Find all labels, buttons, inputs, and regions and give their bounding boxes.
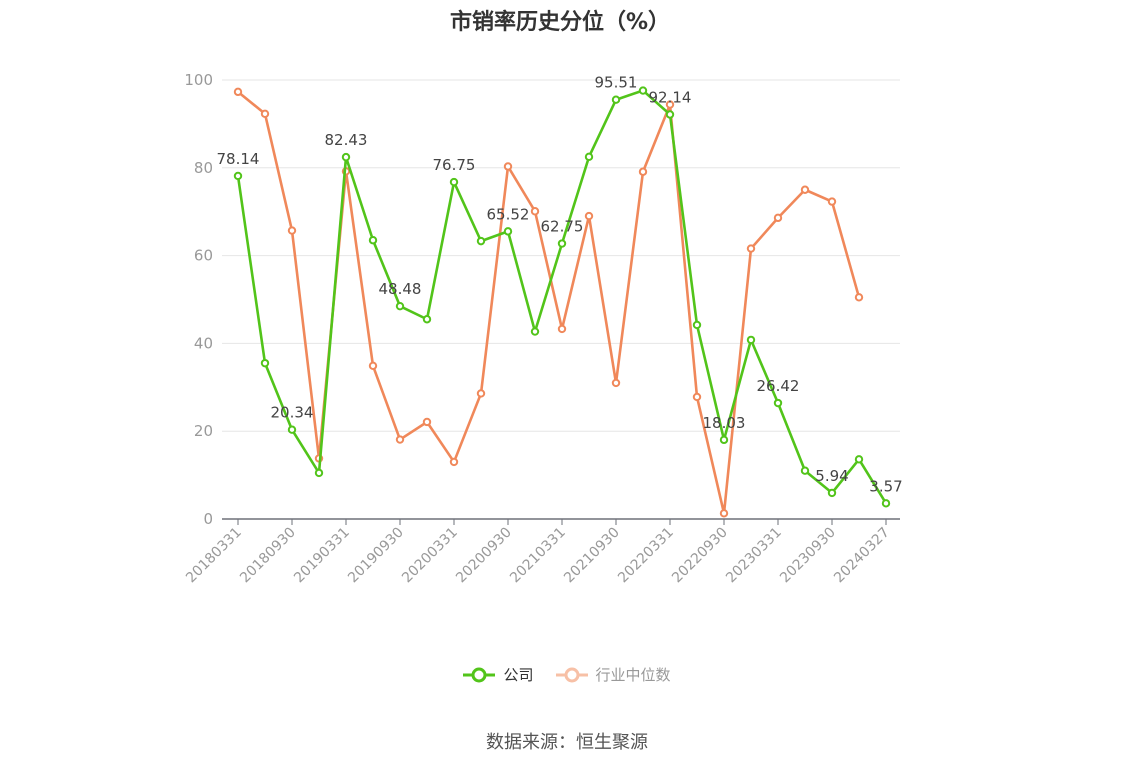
data-point[interactable] xyxy=(422,315,432,324)
x-tick-label: 20180331 xyxy=(183,525,245,587)
x-tick-label: 20180930 xyxy=(237,525,299,587)
legend-item-industry-median[interactable]: 行业中位数 xyxy=(555,664,671,685)
line-chart: 0 20 40 60 80 100 2018033120180930201903312019… xyxy=(183,71,903,586)
data-point[interactable] xyxy=(692,320,702,330)
y-tick-label: 40 xyxy=(194,334,213,352)
data-point[interactable] xyxy=(584,211,594,221)
data-label: 18.03 xyxy=(703,414,746,432)
x-tick-label: 20230331 xyxy=(723,525,785,587)
data-point[interactable] xyxy=(692,392,702,402)
data-label: 3.57 xyxy=(869,477,902,495)
data-point[interactable] xyxy=(476,236,486,246)
data-point[interactable] xyxy=(287,226,297,235)
x-tick-label: 20220930 xyxy=(669,525,731,587)
data-label-layer: 78.14 20.34 82.43 48.48 76.75 65.52 62.75 95.51… xyxy=(217,74,903,496)
data-label: 5.94 xyxy=(815,467,848,485)
data-point[interactable] xyxy=(854,455,864,464)
data-point[interactable] xyxy=(665,100,675,109)
data-point[interactable] xyxy=(881,499,891,508)
data-point[interactable] xyxy=(827,488,837,498)
data-point[interactable] xyxy=(341,152,351,162)
data-point[interactable] xyxy=(665,110,675,119)
data-point[interactable] xyxy=(611,95,621,104)
data-point[interactable] xyxy=(557,324,567,334)
axis-layer: 0 20 40 60 80 100 2018033120180930201903312019… xyxy=(183,71,900,586)
data-point[interactable] xyxy=(530,207,540,216)
data-label: 76.75 xyxy=(433,156,476,174)
x-tick-label: 20210930 xyxy=(561,525,623,587)
series-line xyxy=(236,89,888,505)
data-label: 62.75 xyxy=(541,218,584,236)
data-point[interactable] xyxy=(503,227,513,236)
data-point[interactable] xyxy=(314,468,324,478)
chart-title: 市销率历史分位（%） xyxy=(449,10,671,35)
data-label: 20.34 xyxy=(271,404,314,422)
data-point[interactable] xyxy=(719,435,729,445)
data-point[interactable] xyxy=(233,171,243,181)
data-point[interactable] xyxy=(260,358,270,368)
data-point[interactable] xyxy=(800,185,810,194)
data-point[interactable] xyxy=(287,425,297,434)
legend: 公司 行业中位数 xyxy=(0,664,1134,685)
data-point[interactable] xyxy=(233,87,243,97)
data-label: 82.43 xyxy=(325,131,368,149)
series-line xyxy=(237,90,861,515)
grid-layer xyxy=(222,79,900,432)
data-point[interactable] xyxy=(719,509,729,518)
data-point[interactable] xyxy=(395,301,405,311)
source-note: 数据来源：恒生聚源 xyxy=(486,732,648,753)
data-point[interactable] xyxy=(584,152,594,162)
data-point[interactable] xyxy=(827,197,837,206)
data-point[interactable] xyxy=(368,236,378,245)
series-company xyxy=(233,86,891,508)
data-point[interactable] xyxy=(395,435,405,444)
legend-label-company: 公司 xyxy=(503,666,534,684)
data-point[interactable] xyxy=(557,239,567,248)
data-point[interactable] xyxy=(530,327,540,336)
data-point[interactable] xyxy=(449,177,459,187)
data-point[interactable] xyxy=(422,417,432,427)
x-tick-label: 20220331 xyxy=(615,525,677,587)
data-label: 48.48 xyxy=(379,280,422,298)
y-tick-label: 60 xyxy=(194,247,213,265)
data-point[interactable] xyxy=(854,293,864,302)
data-point[interactable] xyxy=(773,398,783,408)
data-label: 78.14 xyxy=(217,150,260,168)
data-point[interactable] xyxy=(611,378,621,388)
x-tick-label: 20230930 xyxy=(777,525,839,587)
x-tick-label: 20200331 xyxy=(399,525,461,587)
legend-label-industry-median: 行业中位数 xyxy=(595,666,671,684)
data-point[interactable] xyxy=(800,466,810,475)
data-point[interactable] xyxy=(746,335,756,345)
y-tick-label: 0 xyxy=(203,510,213,528)
data-point[interactable] xyxy=(638,86,648,95)
data-point[interactable] xyxy=(449,457,459,467)
x-tick-label: 20240327 xyxy=(831,525,893,587)
series-industry-median xyxy=(233,87,864,518)
data-label: 95.51 xyxy=(595,74,638,92)
x-tick-label: 20190930 xyxy=(345,525,407,587)
data-point[interactable] xyxy=(638,167,648,176)
data-point[interactable] xyxy=(746,244,756,253)
y-tick-label: 80 xyxy=(194,159,213,177)
series-layer xyxy=(233,86,891,518)
x-tick-label: 20210331 xyxy=(507,525,569,587)
data-label: 92.14 xyxy=(649,89,692,107)
legend-symbol-industry-median xyxy=(555,667,588,682)
x-tick-label: 20190331 xyxy=(291,525,353,587)
data-point[interactable] xyxy=(773,213,783,223)
data-point[interactable] xyxy=(260,109,270,119)
legend-item-company[interactable]: 公司 xyxy=(463,664,534,685)
data-label: 65.52 xyxy=(487,205,530,223)
x-tick-label: 20200930 xyxy=(453,525,515,587)
data-point[interactable] xyxy=(503,162,513,171)
y-tick-label: 20 xyxy=(194,422,213,440)
data-point[interactable] xyxy=(368,361,378,370)
y-tick-label: 100 xyxy=(184,71,213,89)
data-label: 26.42 xyxy=(757,377,800,395)
data-point[interactable] xyxy=(476,389,486,398)
legend-symbol-company xyxy=(463,667,496,682)
